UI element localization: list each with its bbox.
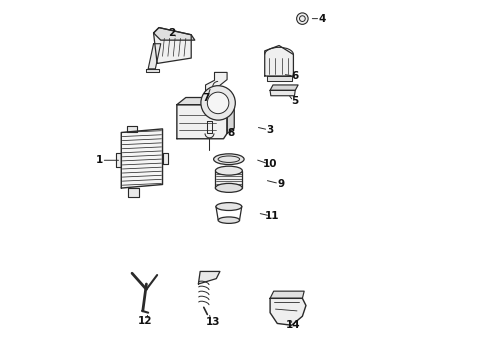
Polygon shape — [128, 188, 139, 197]
Text: 4: 4 — [318, 14, 326, 24]
Text: 1: 1 — [96, 155, 103, 165]
Polygon shape — [122, 129, 163, 188]
Polygon shape — [198, 271, 220, 284]
Polygon shape — [153, 28, 195, 40]
Polygon shape — [207, 121, 212, 134]
Polygon shape — [126, 126, 137, 132]
Ellipse shape — [218, 217, 240, 224]
Polygon shape — [270, 85, 298, 90]
Text: 12: 12 — [137, 316, 152, 325]
Text: 5: 5 — [292, 96, 299, 106]
Ellipse shape — [214, 154, 244, 165]
Text: 8: 8 — [227, 129, 234, 138]
Ellipse shape — [216, 203, 242, 211]
Text: 14: 14 — [286, 320, 301, 330]
Polygon shape — [265, 45, 294, 76]
Polygon shape — [177, 98, 234, 105]
Text: 9: 9 — [277, 179, 284, 189]
Polygon shape — [148, 44, 161, 69]
Polygon shape — [216, 171, 243, 188]
Text: 3: 3 — [267, 125, 274, 135]
Polygon shape — [116, 153, 122, 167]
Polygon shape — [147, 69, 159, 72]
Ellipse shape — [216, 166, 243, 175]
Text: 10: 10 — [263, 159, 277, 169]
Polygon shape — [153, 28, 191, 63]
Ellipse shape — [216, 183, 243, 192]
Text: 13: 13 — [205, 317, 220, 327]
Polygon shape — [270, 291, 304, 298]
Circle shape — [207, 92, 229, 114]
Text: 2: 2 — [168, 28, 175, 38]
Polygon shape — [270, 90, 295, 96]
Polygon shape — [267, 76, 292, 81]
Text: 7: 7 — [202, 93, 209, 103]
Polygon shape — [270, 298, 306, 325]
Text: 6: 6 — [292, 71, 299, 81]
Polygon shape — [177, 105, 227, 139]
Polygon shape — [163, 153, 168, 164]
Circle shape — [296, 13, 308, 24]
Circle shape — [201, 86, 235, 120]
Polygon shape — [205, 72, 227, 105]
Polygon shape — [227, 98, 234, 134]
Text: 11: 11 — [265, 211, 279, 221]
